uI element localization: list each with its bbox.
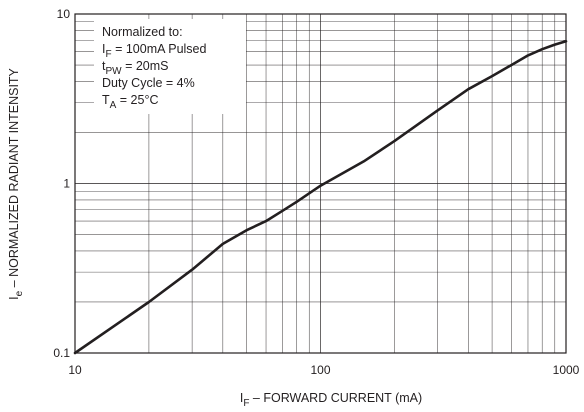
annotation-line: tPW = 20mS bbox=[102, 59, 169, 77]
y-axis-label: Ie – NORMALIZED RADIANT INTENSITY bbox=[7, 67, 25, 299]
annotation-main: T bbox=[102, 93, 110, 107]
y-tick-label: 1 bbox=[63, 177, 70, 191]
y-axis-label-main: I bbox=[7, 296, 21, 299]
series-line bbox=[73, 40, 568, 355]
annotation-rest: = 100mA Pulsed bbox=[112, 42, 207, 56]
annotation-main: Normalized to: bbox=[102, 25, 183, 39]
annotation-main: Duty Cycle = 4% bbox=[102, 76, 195, 90]
annotation-rest: = 25°C bbox=[116, 93, 158, 107]
annotation-sub: A bbox=[110, 100, 117, 111]
y-tick-label: 0.1 bbox=[53, 346, 70, 360]
annotation-background bbox=[94, 19, 246, 114]
plot-frame bbox=[74, 13, 567, 354]
y-axis-label-sub: e bbox=[14, 290, 25, 296]
x-axis-label-sub: F bbox=[243, 398, 249, 409]
tick-labels: 10 100 1000 0.1 1 10 bbox=[53, 7, 579, 377]
annotation-line: Normalized to: bbox=[102, 25, 183, 39]
x-tick-label: 1000 bbox=[553, 363, 580, 377]
annotation-line: TA = 25°C bbox=[102, 93, 159, 111]
x-tick-label: 10 bbox=[68, 363, 82, 377]
annotation-sub: PW bbox=[105, 66, 122, 77]
x-axis-label-rest: – FORWARD CURRENT (mA) bbox=[249, 391, 422, 405]
annotation-line: Duty Cycle = 4% bbox=[102, 76, 195, 90]
x-axis-label: IF – FORWARD CURRENT (mA) bbox=[240, 391, 422, 409]
annotation-main: t bbox=[102, 59, 106, 73]
x-axis-label-main: I bbox=[240, 391, 243, 405]
x-tick-label: 100 bbox=[310, 363, 330, 377]
annotation-sub: F bbox=[105, 49, 111, 60]
y-axis-label-rest: – NORMALIZED RADIANT INTENSITY bbox=[7, 67, 21, 290]
annotation-line: IF = 100mA Pulsed bbox=[102, 42, 206, 60]
annotation-main: I bbox=[102, 42, 105, 56]
y-tick-label: 10 bbox=[57, 7, 71, 21]
annotation-rest: = 20mS bbox=[122, 59, 169, 73]
